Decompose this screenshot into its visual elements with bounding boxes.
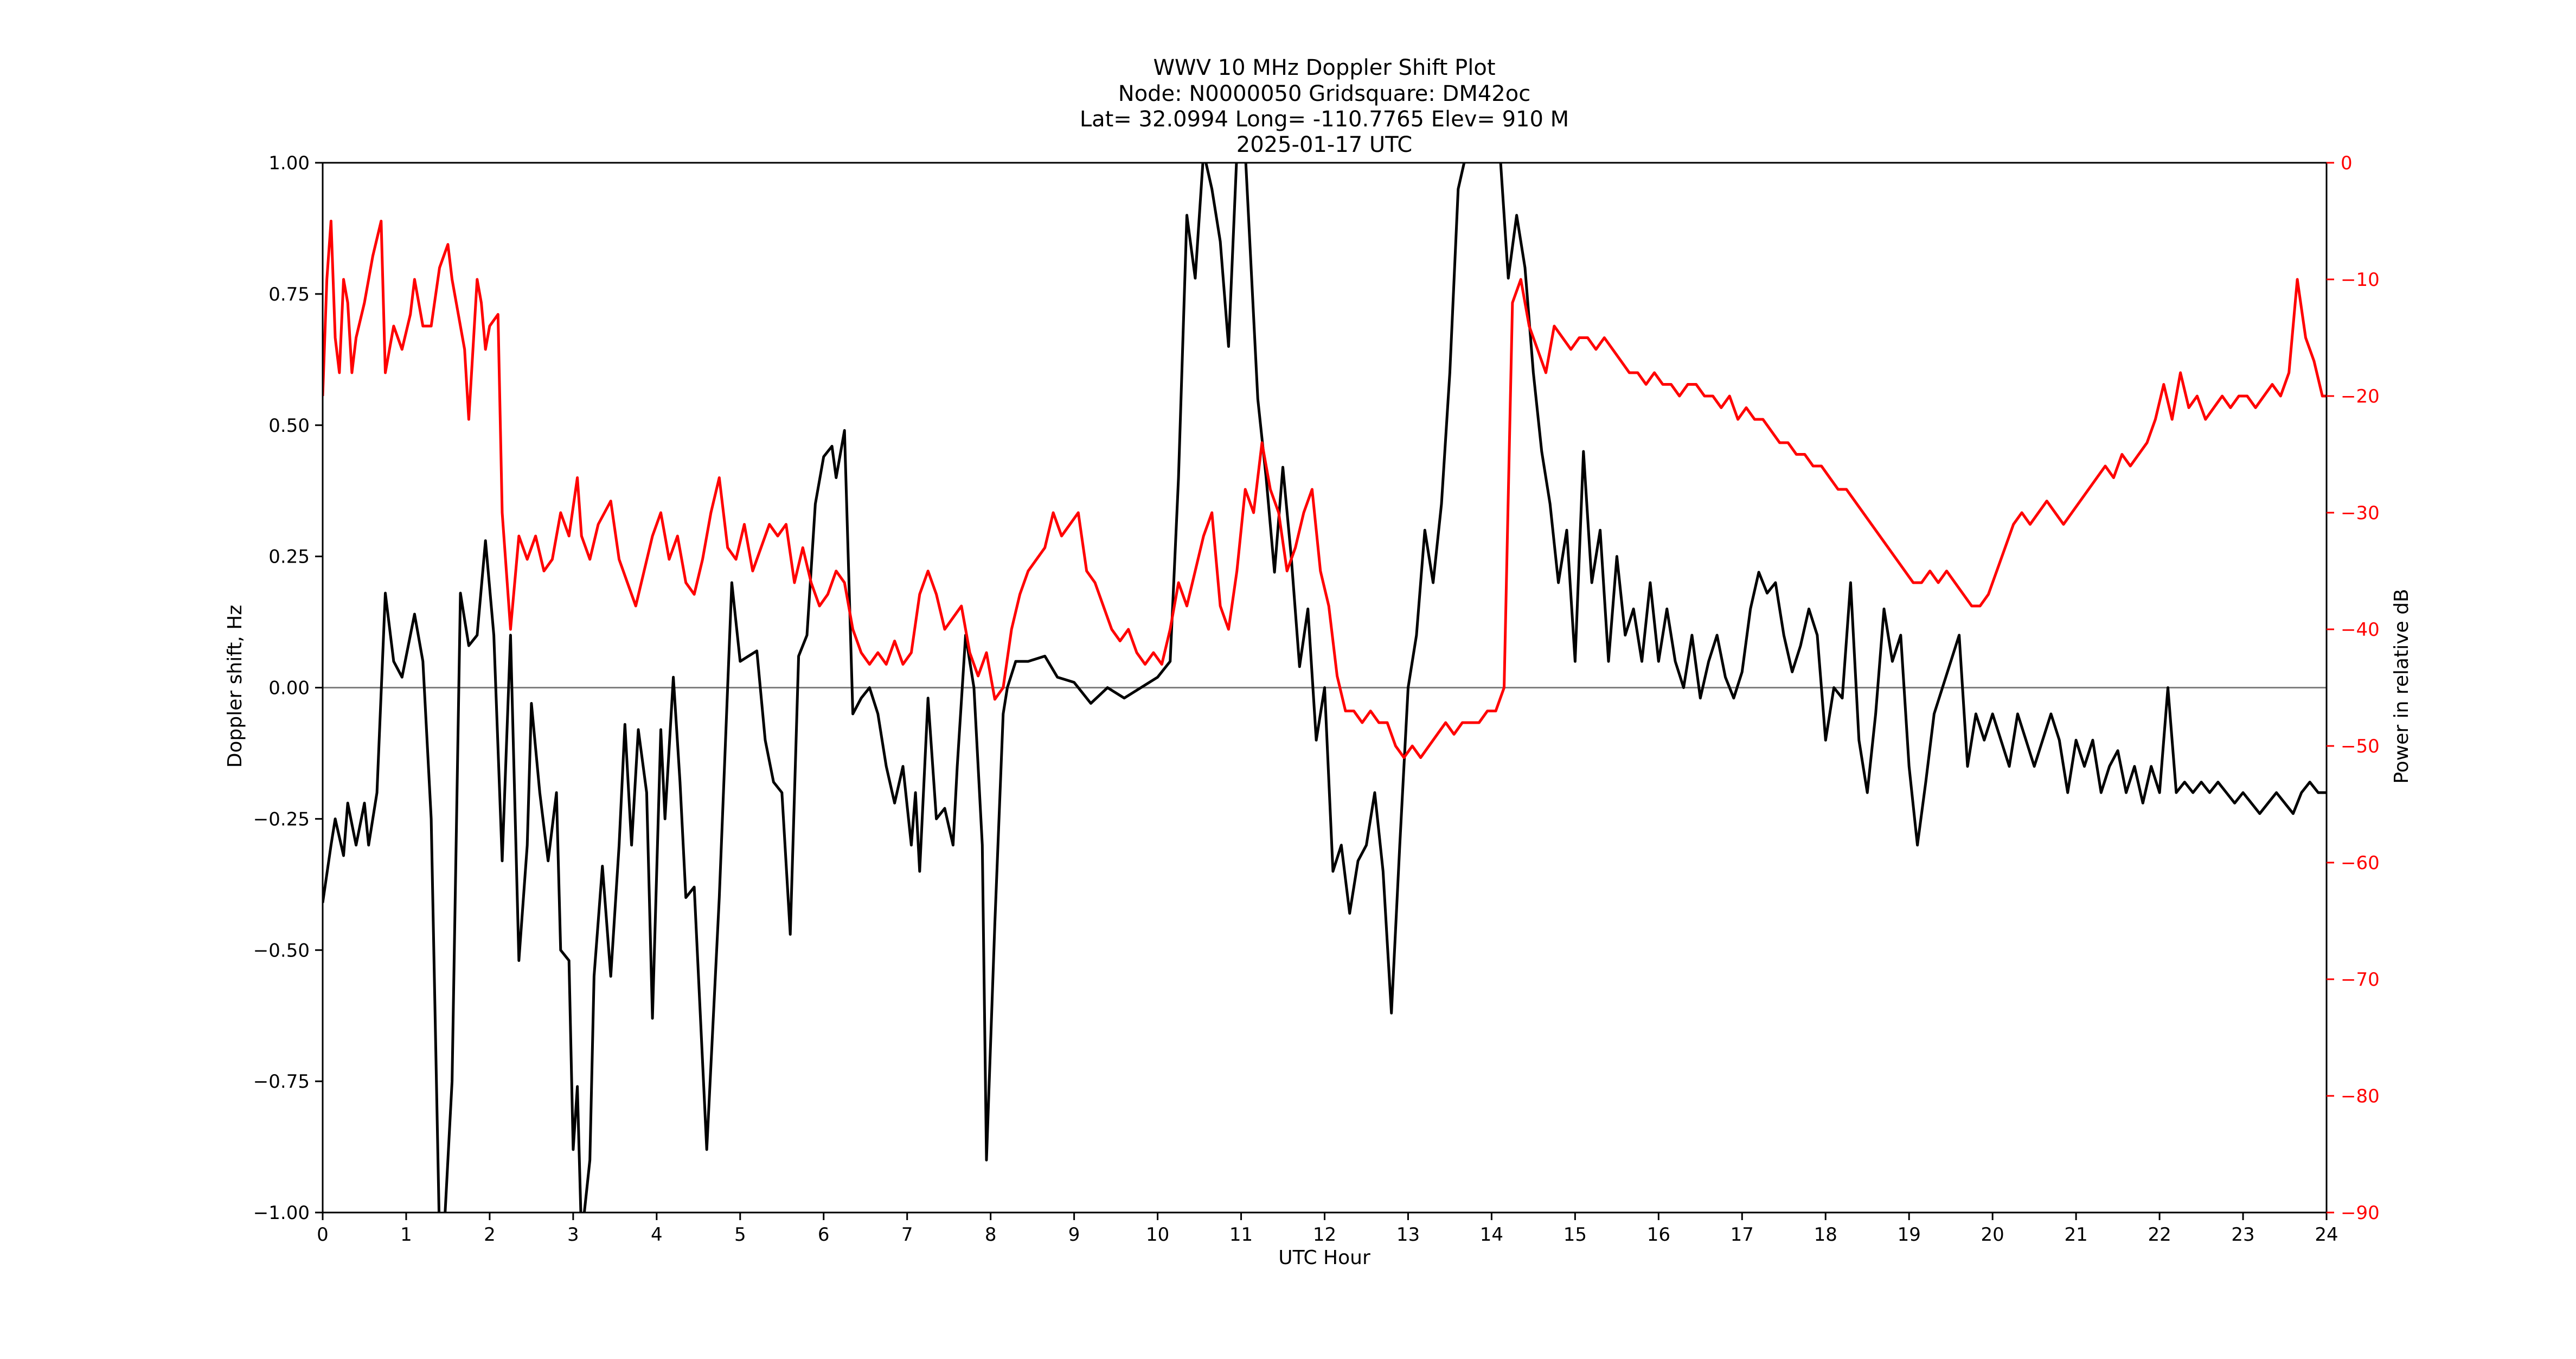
x-axis-label: UTC Hour: [1278, 1247, 1370, 1269]
title-line-2: Node: N0000050 Gridsquare: DM42oc: [1118, 81, 1530, 106]
x-tick-label: 5: [734, 1224, 746, 1246]
left-axis-ticks: 1.00 0.75 0.50 0.25 0.00 −0.25 −0.50 −0.75 −1.00: [253, 152, 323, 1224]
x-tick-label: 7: [901, 1224, 913, 1246]
x-tick-label: 9: [1068, 1224, 1080, 1246]
x-tick-label: 14: [1480, 1224, 1503, 1246]
title-line-3: Lat= 32.0994 Long= -110.7765 Elev= 910 M: [1080, 107, 1569, 132]
right-tick-label: −20: [2341, 386, 2380, 407]
x-tick-label: 11: [1229, 1224, 1253, 1246]
x-tick-label: 12: [1313, 1224, 1336, 1246]
power-series-line: [323, 220, 2327, 759]
x-tick-label: 10: [1146, 1224, 1169, 1246]
x-axis-ticks: 0 1 2 3 4 5 6 7 8 9 10 11 12 13 14 15 16 17 18 19 20 21 22 23 24: [317, 1213, 2338, 1246]
x-tick-label: 18: [1814, 1224, 1837, 1246]
title-line-4: 2025-01-17 UTC: [1236, 132, 1412, 157]
right-tick-label: −60: [2341, 852, 2380, 874]
left-tick-label: 0.75: [268, 284, 310, 305]
x-tick-label: 6: [818, 1224, 830, 1246]
x-tick-label: 24: [2315, 1224, 2338, 1246]
left-tick-label: −0.50: [253, 940, 310, 961]
x-tick-label: 3: [567, 1224, 579, 1246]
doppler-series-line: [323, 163, 2327, 1213]
right-tick-label: −30: [2341, 502, 2380, 524]
left-axis-label: Doppler shift, Hz: [224, 605, 246, 768]
x-tick-label: 8: [985, 1224, 997, 1246]
x-tick-label: 15: [1563, 1224, 1587, 1246]
right-axis-label: Power in relative dB: [2391, 589, 2413, 783]
right-tick-label: −90: [2341, 1202, 2380, 1224]
left-tick-label: 1.00: [268, 152, 310, 174]
x-tick-label: 20: [1981, 1224, 2004, 1246]
title-line-1: WWV 10 MHz Doppler Shift Plot: [1153, 55, 1495, 80]
x-tick-label: 19: [1898, 1224, 1921, 1246]
left-tick-label: −1.00: [253, 1202, 310, 1224]
x-tick-label: 4: [651, 1224, 663, 1246]
right-tick-label: −50: [2341, 736, 2380, 757]
series-group: [323, 163, 2327, 1213]
left-tick-label: 0.50: [268, 415, 310, 437]
x-tick-label: 21: [2064, 1224, 2087, 1246]
x-tick-label: 16: [1647, 1224, 1670, 1246]
left-tick-label: −0.25: [253, 808, 310, 830]
x-tick-label: 23: [2231, 1224, 2254, 1246]
x-tick-label: 0: [317, 1224, 329, 1246]
right-tick-label: −10: [2341, 269, 2380, 291]
x-tick-label: 2: [484, 1224, 496, 1246]
left-tick-label: 0.00: [268, 678, 310, 699]
x-tick-label: 13: [1396, 1224, 1420, 1246]
x-tick-label: 1: [400, 1224, 412, 1246]
right-tick-label: 0: [2341, 152, 2353, 174]
left-tick-label: 0.25: [268, 546, 310, 568]
right-axis-ticks: 0 −10 −20 −30 −40 −50 −60 −70 −80 −90: [2327, 152, 2380, 1224]
left-tick-label: −0.75: [253, 1071, 310, 1093]
x-tick-label: 17: [1731, 1224, 1754, 1246]
x-tick-label: 22: [2148, 1224, 2171, 1246]
right-tick-label: −40: [2341, 619, 2380, 641]
right-tick-label: −80: [2341, 1086, 2380, 1107]
right-tick-label: −70: [2341, 969, 2380, 991]
chart-title: WWV 10 MHz Doppler Shift Plot Node: N000…: [1080, 55, 1569, 157]
